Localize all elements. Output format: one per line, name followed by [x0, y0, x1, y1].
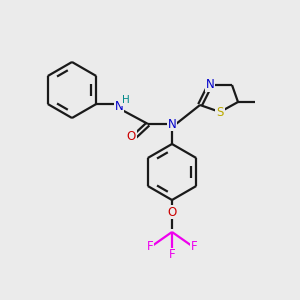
Text: S: S — [216, 106, 224, 118]
Text: H: H — [122, 95, 130, 105]
Text: N: N — [168, 118, 176, 130]
Text: F: F — [147, 241, 153, 254]
Text: N: N — [115, 100, 123, 113]
Text: F: F — [169, 248, 175, 262]
Text: O: O — [167, 206, 177, 218]
Text: N: N — [206, 79, 214, 92]
Text: O: O — [126, 130, 136, 143]
Text: F: F — [191, 241, 197, 254]
